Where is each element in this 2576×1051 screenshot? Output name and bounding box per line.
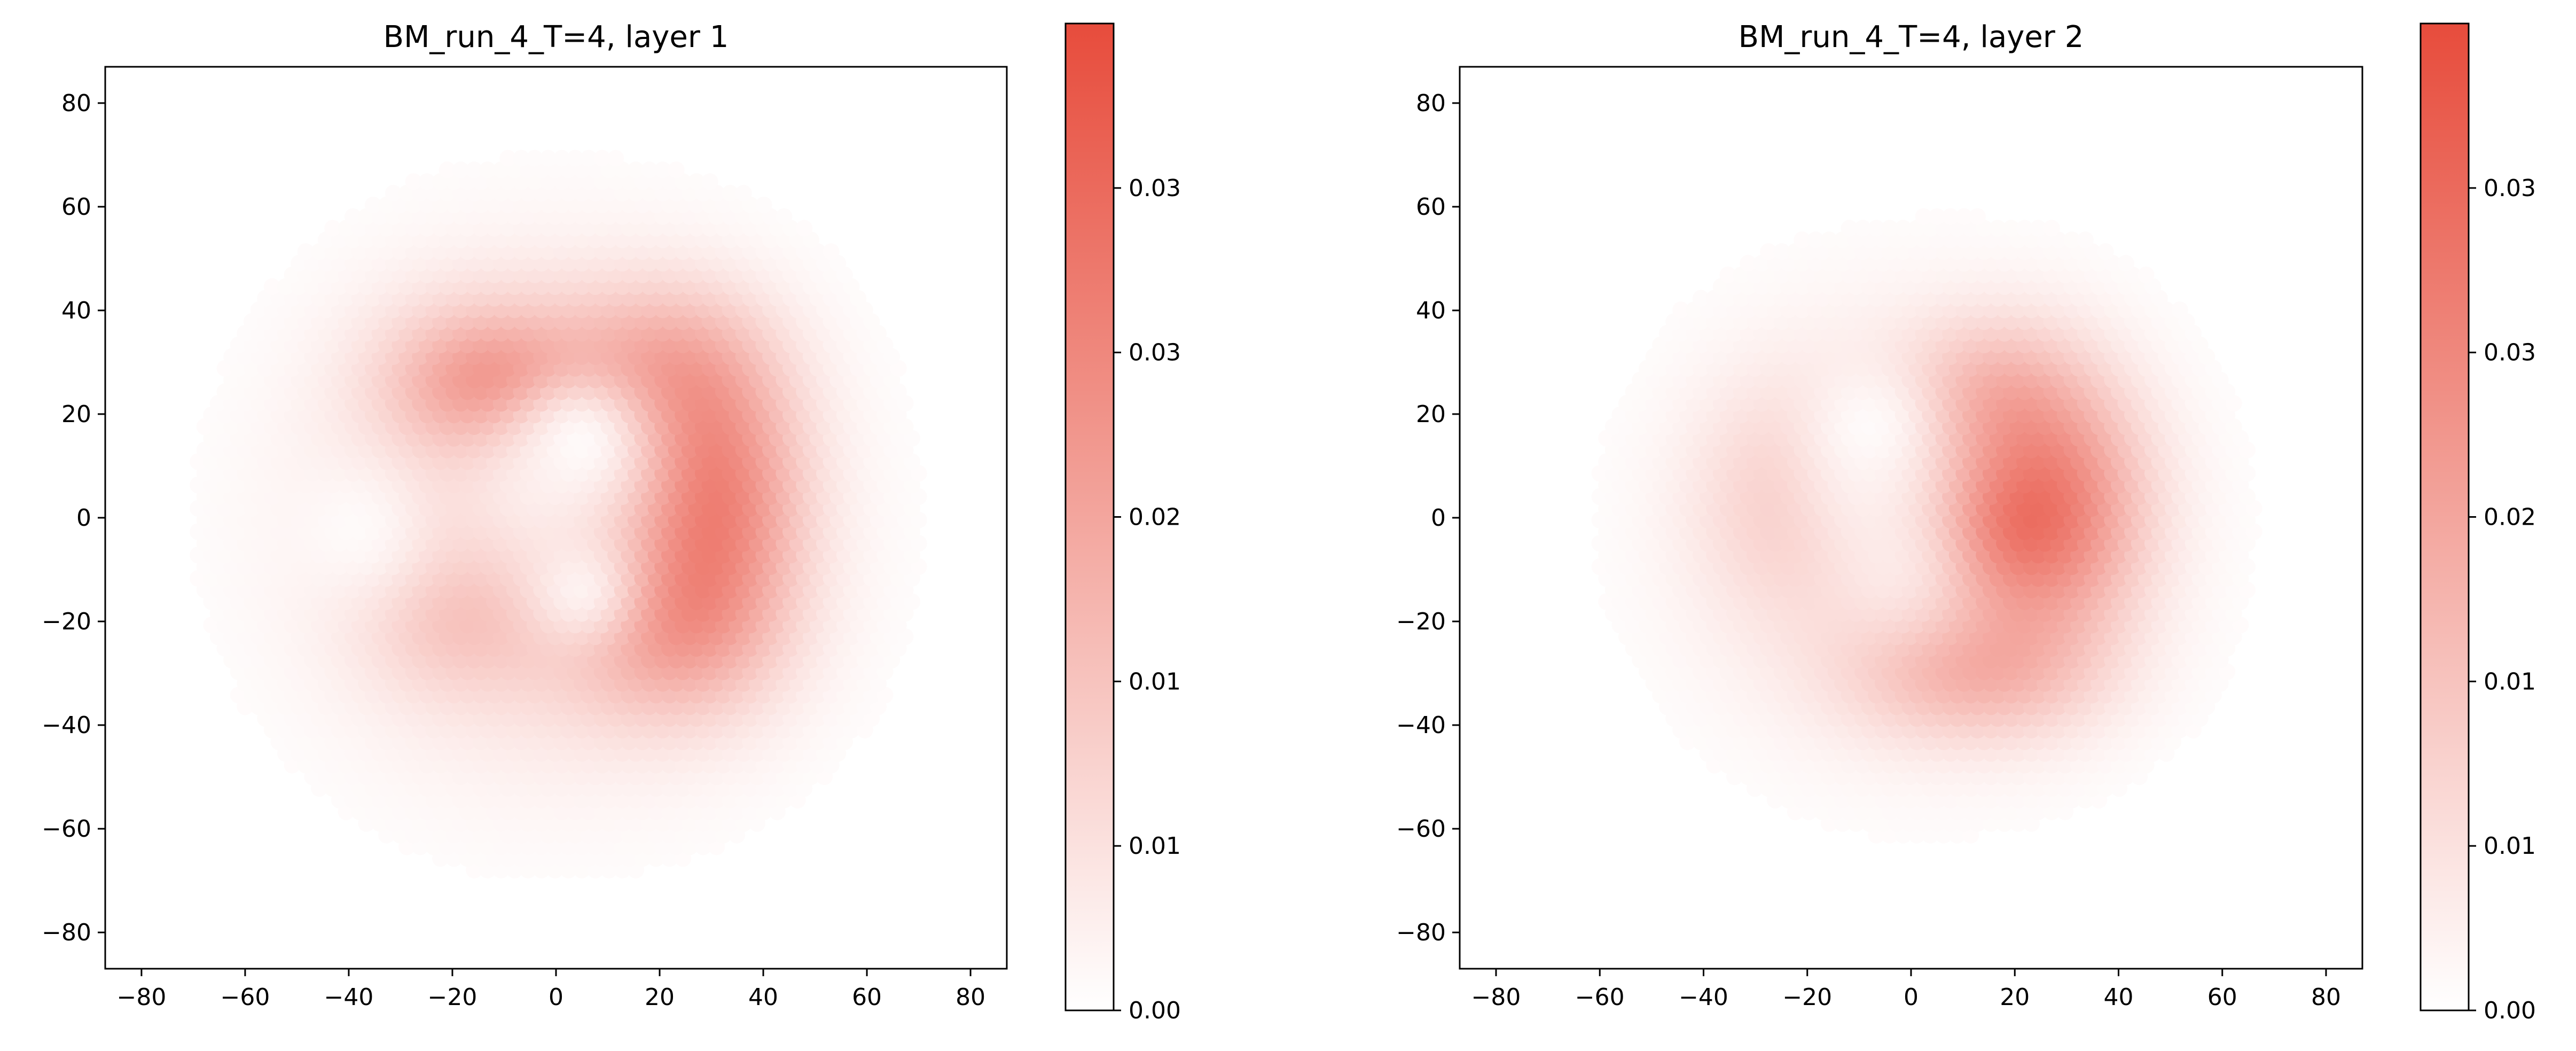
- colorbar-tick-label: 0.00: [1129, 997, 1181, 1024]
- y-tick-label: −20: [1396, 608, 1446, 635]
- heatmap-cell: [668, 161, 685, 178]
- colorbar: 0.00 0.01 0.01 0.02 0.03 0.03: [2420, 22, 2536, 1024]
- heatmap-cell: [2043, 220, 2060, 237]
- heatmap-cell: [701, 173, 718, 190]
- y-tick-label: −60: [1396, 815, 1446, 843]
- x-tick-label: −80: [116, 984, 166, 1011]
- y-tick-label: 40: [61, 297, 91, 324]
- colorbar-tick-label: 0.02: [2484, 504, 2536, 531]
- colorbar-tick-label: 0.03: [2484, 339, 2536, 367]
- colorbar-tick-label: 0.01: [1129, 832, 1181, 860]
- colorbar-gradient: [1066, 24, 1114, 1010]
- x-tick-label: 40: [2104, 984, 2134, 1011]
- x-tick-label: −60: [1575, 984, 1625, 1011]
- y-axis: 80 60 40 20 0 −20 −40 −60 −80: [42, 90, 105, 946]
- colorbar-tick-label: 0.00: [2484, 997, 2536, 1024]
- y-axis: 80 60 40 20 0 −20 −40 −60 −80: [1396, 90, 1460, 946]
- y-tick-label: 80: [61, 90, 91, 117]
- heatmap-cells: [190, 150, 927, 879]
- colorbar-tick-label: 0.03: [2484, 175, 2536, 202]
- heatmap-cell: [607, 150, 624, 167]
- heatmap-cell: [796, 220, 813, 237]
- x-axis: −80 −60 −40 −20 0 20 40 60 80: [116, 969, 985, 1011]
- x-tick-label: 80: [956, 984, 985, 1011]
- y-tick-label: −80: [1396, 919, 1446, 946]
- colorbar-ticks: 0.00 0.01 0.01 0.02 0.03 0.03: [1114, 175, 1181, 1024]
- y-tick-label: 20: [1416, 401, 1446, 428]
- colorbar-gradient: [2421, 24, 2469, 1010]
- y-tick-label: 40: [1416, 297, 1446, 324]
- x-tick-label: −20: [1782, 984, 1832, 1011]
- heatmap-cell: [735, 185, 752, 202]
- heatmap-cell: [2171, 301, 2188, 318]
- colorbar: 0.00 0.01 0.01 0.02 0.03 0.03: [1064, 22, 1181, 1024]
- x-tick-label: 40: [748, 984, 778, 1011]
- colorbar-tick-label: 0.03: [1129, 339, 1181, 367]
- x-tick-label: 80: [2311, 984, 2341, 1011]
- y-tick-label: −40: [1396, 712, 1446, 739]
- colorbar-tick-label: 0.01: [1129, 668, 1181, 695]
- y-tick-label: 60: [1416, 193, 1446, 221]
- y-tick-label: 80: [1416, 90, 1446, 117]
- y-tick-label: 0: [1431, 504, 1446, 532]
- heatmap-cell: [2117, 255, 2134, 272]
- x-tick-label: −60: [221, 984, 270, 1011]
- heatmap-cell: [823, 243, 840, 260]
- y-tick-label: −20: [42, 608, 91, 635]
- x-tick-label: −20: [428, 984, 477, 1011]
- x-axis: −80 −60 −40 −20 0 20 40 60 80: [1471, 969, 2341, 1011]
- y-tick-label: 0: [76, 504, 91, 532]
- x-tick-label: 60: [2207, 984, 2237, 1011]
- x-tick-label: 0: [549, 984, 563, 1011]
- panel-layer-2: BM_run_4_T=4, layer 2 −80 −60 −40 −20 0 20 40 6…: [1396, 20, 2536, 1024]
- heatmap-cell: [2137, 266, 2155, 284]
- x-tick-label: −40: [1679, 984, 1728, 1011]
- heatmap-cell: [755, 196, 772, 214]
- heatmap-cell: [1969, 208, 1986, 225]
- colorbar-tick-label: 0.02: [1129, 504, 1181, 531]
- y-tick-label: −60: [42, 815, 91, 843]
- heatmap-cell: [2077, 231, 2094, 248]
- colorbar-tick-label: 0.01: [2484, 668, 2536, 695]
- colorbar-ticks: 0.00 0.01 0.01 0.02 0.03 0.03: [2469, 175, 2536, 1024]
- colorbar-tick-label: 0.03: [1129, 175, 1181, 202]
- plot-title: BM_run_4_T=4, layer 1: [383, 20, 729, 55]
- y-tick-label: −80: [42, 919, 91, 946]
- y-tick-label: 20: [61, 401, 91, 428]
- x-tick-label: 20: [2000, 984, 2030, 1011]
- y-tick-label: −40: [42, 712, 91, 739]
- heatmap-cell: [776, 208, 793, 225]
- x-tick-label: 60: [852, 984, 882, 1011]
- panel-layer-1: BM_run_4_T=4, layer 1 −80 −60 −40 −20 0 20 40 6…: [42, 20, 1181, 1024]
- y-tick-label: 60: [61, 193, 91, 221]
- x-tick-label: 0: [1904, 984, 1919, 1011]
- x-tick-label: 20: [645, 984, 675, 1011]
- x-tick-label: −40: [324, 984, 374, 1011]
- heatmap-cells: [1591, 208, 2262, 844]
- heatmap-cell: [2097, 243, 2114, 260]
- plot-title: BM_run_4_T=4, layer 2: [1739, 20, 2084, 55]
- colorbar-tick-label: 0.01: [2484, 832, 2536, 860]
- x-tick-label: −80: [1471, 984, 1521, 1011]
